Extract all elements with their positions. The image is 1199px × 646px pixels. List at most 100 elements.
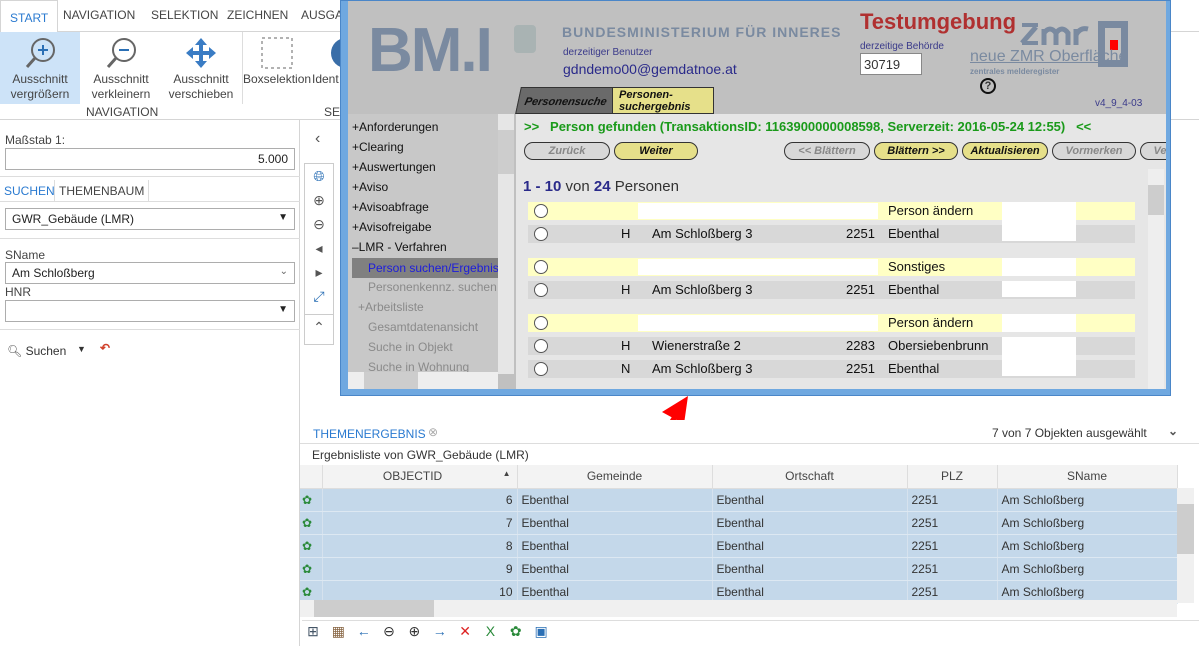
forward-arrow-icon[interactable]: → xyxy=(432,623,447,639)
header-sname[interactable]: SName xyxy=(997,465,1178,489)
tab-personensuchergebnis[interactable]: Personen-suchergebnis xyxy=(612,87,714,114)
select-radio[interactable] xyxy=(534,227,548,241)
table-row[interactable]: ✿ 9 Ebenthal Ebenthal 2251 Am Schloßberg xyxy=(300,557,1178,581)
tab-start[interactable]: START xyxy=(0,0,59,33)
collapse-panel-icon[interactable]: ‹ xyxy=(315,130,321,147)
table-horizontal-scrollbar[interactable] xyxy=(300,600,1177,617)
globe-icon[interactable]: 🌐︎ xyxy=(313,168,325,184)
page-prev-button[interactable]: << Blättern xyxy=(784,142,870,160)
zmr-link-icon[interactable]: ✿ xyxy=(300,534,323,558)
nav-avisoabfrage[interactable]: +Avisoabfrage xyxy=(352,200,429,214)
zoom-out-icon[interactable]: ⊖ xyxy=(313,216,325,232)
table-row[interactable]: ✿ 8 Ebenthal Ebenthal 2251 Am Schloßberg xyxy=(300,534,1178,558)
action-label[interactable]: Person ändern xyxy=(888,315,974,330)
zmr-link-icon[interactable]: ✿ xyxy=(509,623,522,639)
zmr-link-icon[interactable]: ✿ xyxy=(300,488,323,512)
pan-button[interactable]: Ausschnitt verschieben xyxy=(162,32,240,104)
tab-personensuche[interactable]: Personensuche xyxy=(515,87,619,114)
nav-gesamtdatenansicht[interactable]: Gesamtdatenansicht xyxy=(368,320,479,334)
nav-anforderungen[interactable]: +Anforderungen xyxy=(352,120,439,134)
tab-navigation[interactable]: NAVIGATION xyxy=(63,8,136,22)
table-row[interactable]: ✿ 7 Ebenthal Ebenthal 2251 Am Schloßberg xyxy=(300,511,1178,535)
header-ortschaft[interactable]: Ortschaft xyxy=(712,465,908,489)
person-address-row[interactable]: H Wienerstraße 2 2283 Obersiebenbrunn xyxy=(528,337,1135,373)
zmr-link-icon[interactable]: ✿ xyxy=(300,580,323,604)
help-icon[interactable]: ? xyxy=(980,78,996,94)
excel-export-icon[interactable]: X xyxy=(485,623,496,639)
table-vertical-scrollbar[interactable] xyxy=(1177,488,1194,603)
person-header-row[interactable]: Person ändern xyxy=(528,202,1135,238)
table-row[interactable]: ✿ 10 Ebenthal Ebenthal 2251 Am Schloßberg xyxy=(300,580,1178,604)
nav-clearing[interactable]: +Clearing xyxy=(352,140,404,154)
zmr-link-icon[interactable]: ✿ xyxy=(300,511,323,535)
table-row[interactable]: ✿ 6 Ebenthal Ebenthal 2251 Am Schloßberg xyxy=(300,488,1178,512)
tab-ausgabe[interactable]: AUSGA xyxy=(301,8,344,22)
nav-personenkennz[interactable]: Personenkennz. suchen xyxy=(368,280,497,294)
refresh-button[interactable]: Aktualisieren xyxy=(962,142,1048,160)
nav-avisofreigabe[interactable]: +Avisofreigabe xyxy=(352,220,432,234)
sname-combobox[interactable]: Am Schloßberg ⌄ xyxy=(5,262,295,284)
layer-select[interactable]: GWR_Gebäude (LMR) ▼ xyxy=(5,208,295,230)
select-radio[interactable] xyxy=(534,283,548,297)
nav-aviso[interactable]: +Aviso xyxy=(352,180,389,194)
zoom-out-button[interactable]: Ausschnitt verkleinern xyxy=(82,32,160,104)
table-image-icon[interactable]: ▦ xyxy=(331,623,345,639)
select-radio[interactable] xyxy=(534,260,548,274)
zoom-in-button[interactable]: Ausschnitt vergrößern xyxy=(0,32,80,104)
new-zmr-link[interactable]: neue ZMR Oberfläche xyxy=(970,48,1128,65)
zoom-to-selection-icon[interactable]: ⊞ xyxy=(307,623,319,639)
nav-vertical-scrollbar[interactable] xyxy=(498,114,514,374)
authority-input[interactable]: 30719 xyxy=(860,53,922,75)
zoom-previous-icon[interactable]: ⊖ xyxy=(383,623,395,639)
tab-themenbaum[interactable]: THEMENBAUM xyxy=(54,180,150,202)
select-radio[interactable] xyxy=(534,316,548,330)
back-button[interactable]: Zurück xyxy=(524,142,610,160)
tab-selektion[interactable]: SELEKTION xyxy=(151,8,219,22)
zmr-link-icon[interactable]: ✿ xyxy=(300,557,323,581)
full-extent-icon[interactable]: ⤢ xyxy=(313,288,325,304)
content-vertical-scrollbar[interactable] xyxy=(1148,169,1164,389)
box-selection-button[interactable]: Boxselektion xyxy=(242,32,311,104)
chevron-up-icon[interactable]: ⌃ xyxy=(305,314,333,338)
next-button[interactable]: Weiter xyxy=(614,142,698,160)
header-plz[interactable]: PLZ xyxy=(907,465,998,489)
zoom-next-icon[interactable]: ▸ xyxy=(315,264,323,280)
more-button[interactable]: Ve xyxy=(1140,142,1166,160)
action-label[interactable]: Person ändern xyxy=(888,203,974,218)
zoom-previous-icon[interactable]: ◂ xyxy=(315,240,323,256)
person-address-row[interactable]: H Am Schloßberg 3 2251 Ebenthal xyxy=(528,281,1135,299)
search-button[interactable]: 🔍︎ Suchen xyxy=(7,344,66,358)
tab-zeichnen[interactable]: ZEICHNEN xyxy=(227,8,289,22)
header-objectid[interactable]: OBJECTID ▲ xyxy=(322,465,518,489)
person-address-row[interactable]: H Am Schloßberg 3 2251 Ebenthal xyxy=(528,225,1135,243)
nav-suche-wohnung[interactable]: Suche in Wohnung xyxy=(368,360,470,374)
zoom-in-icon[interactable]: ⊕ xyxy=(313,192,325,208)
nav-horizontal-scrollbar[interactable] xyxy=(348,372,498,389)
tab-suchen[interactable]: SUCHEN xyxy=(4,184,55,198)
action-label[interactable]: Sonstiges xyxy=(888,259,946,274)
person-header-row[interactable]: Sonstiges xyxy=(528,258,1135,276)
select-radio[interactable] xyxy=(534,204,548,218)
identify-button[interactable]: Ident xyxy=(312,32,342,104)
reset-icon[interactable]: ↶ xyxy=(100,341,111,355)
nav-person-suchen-selected[interactable]: Person suchen/Ergebnis xyxy=(352,258,498,278)
page-next-button[interactable]: Blättern >> xyxy=(874,142,958,160)
person-address-row[interactable]: N Am Schloßberg 3 2251 Ebenthal xyxy=(528,360,1135,378)
nav-suche-objekt[interactable]: Suche in Objekt xyxy=(368,340,453,354)
select-radio[interactable] xyxy=(534,362,548,376)
vormerken-button[interactable]: Vormerken xyxy=(1052,142,1136,160)
back-arrow-icon[interactable]: ← xyxy=(356,623,371,639)
scale-input[interactable]: 5.000 xyxy=(5,148,295,170)
clear-selection-icon[interactable]: ✕ xyxy=(459,623,471,639)
zoom-next-icon[interactable]: ⊕ xyxy=(408,623,421,639)
save-icon[interactable]: ▣ xyxy=(534,623,548,639)
tab-themenergebnis[interactable]: THEMENERGEBNIS xyxy=(313,427,426,441)
nav-arbeitsliste[interactable]: +Arbeitsliste xyxy=(358,300,424,314)
header-gemeinde[interactable]: Gemeinde xyxy=(517,465,713,489)
dropdown-arrow-icon[interactable]: ▼ xyxy=(77,344,86,354)
chevron-down-icon[interactable]: ⌄ xyxy=(1168,424,1179,438)
close-tab-icon[interactable]: ⊗ xyxy=(428,425,439,439)
nav-auswertungen[interactable]: +Auswertungen xyxy=(352,160,436,174)
hnr-combobox[interactable]: ▼ xyxy=(5,300,295,322)
select-radio[interactable] xyxy=(534,339,548,353)
